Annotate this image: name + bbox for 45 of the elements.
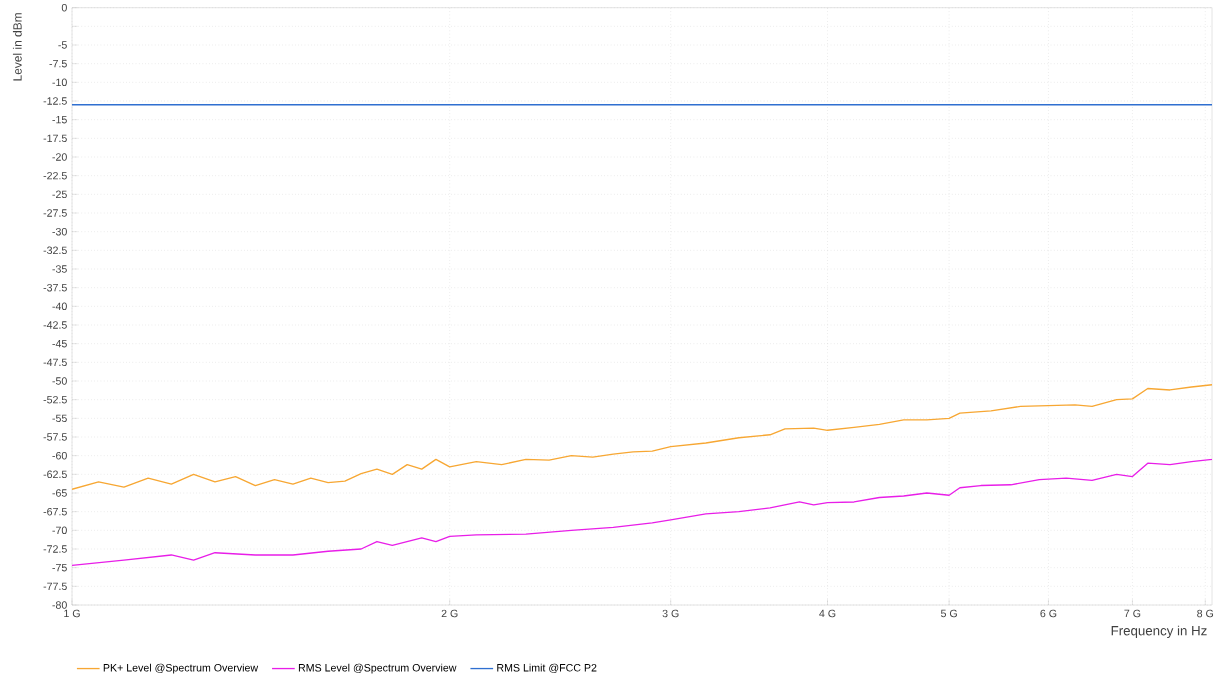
x-tick-label: 8 G <box>1197 609 1214 618</box>
y-tick-label: -35 <box>52 265 67 273</box>
y-tick-label: -67.5 <box>43 507 67 516</box>
y-tick-label: -37.5 <box>43 283 67 292</box>
y-tick-label: -45 <box>52 339 67 348</box>
y-tick-label: -17.5 <box>43 134 67 143</box>
y-tick-label: -5 <box>58 41 67 49</box>
x-tick-label: 7 G <box>1124 609 1141 618</box>
y-tick-label: 0 <box>61 3 67 12</box>
x-tick-label: 3 G <box>662 609 679 618</box>
y-tick-label: -50 <box>52 377 67 385</box>
y-tick-label: -32.5 <box>43 246 67 255</box>
y-tick-label: -60 <box>52 451 67 460</box>
y-tick-label: -7.5 <box>49 59 67 68</box>
x-tick-label: 5 G <box>940 609 957 618</box>
x-axis-title: Frequency in Hz <box>1111 625 1207 639</box>
y-tick-label: -42.5 <box>43 321 67 329</box>
y-tick-label: -22.5 <box>43 171 67 180</box>
y-tick-label: -12.5 <box>43 97 67 105</box>
x-tick-label: 1 G <box>64 609 80 618</box>
y-tick-label: -20 <box>52 153 67 161</box>
y-tick-label: -77.5 <box>43 582 67 591</box>
y-tick-label: -52.5 <box>43 395 67 404</box>
legend-label: RMS Level @Spectrum Overview <box>298 663 457 674</box>
legend-label: RMS Limit @FCC P2 <box>497 663 597 673</box>
y-tick-label: -30 <box>52 227 67 236</box>
y-tick-label: -65 <box>52 489 67 497</box>
y-tick-label: -72.5 <box>43 545 67 553</box>
y-tick-label: -70 <box>52 526 67 535</box>
x-tick-label: 4 G <box>819 609 836 618</box>
y-tick-label: -57.5 <box>43 433 67 441</box>
y-tick-label: -47.5 <box>43 358 67 367</box>
y-tick-label: -55 <box>52 414 67 423</box>
x-tick-label: 6 G <box>1040 609 1057 618</box>
legend-label: PK+ Level @Spectrum Overview <box>103 663 259 674</box>
y-tick-label: -10 <box>52 78 67 87</box>
y-tick-label: -27.5 <box>43 209 67 217</box>
x-tick-label: 2 G <box>441 609 458 618</box>
y-tick-label: -62.5 <box>43 470 67 479</box>
y-tick-label: -15 <box>52 115 67 124</box>
y-tick-label: -25 <box>52 190 67 199</box>
y-axis-title: Level in dBm <box>12 13 22 81</box>
y-tick-label: -75 <box>52 563 67 572</box>
y-tick-label: -40 <box>52 302 67 311</box>
y-tick-label: -80 <box>52 601 67 609</box>
